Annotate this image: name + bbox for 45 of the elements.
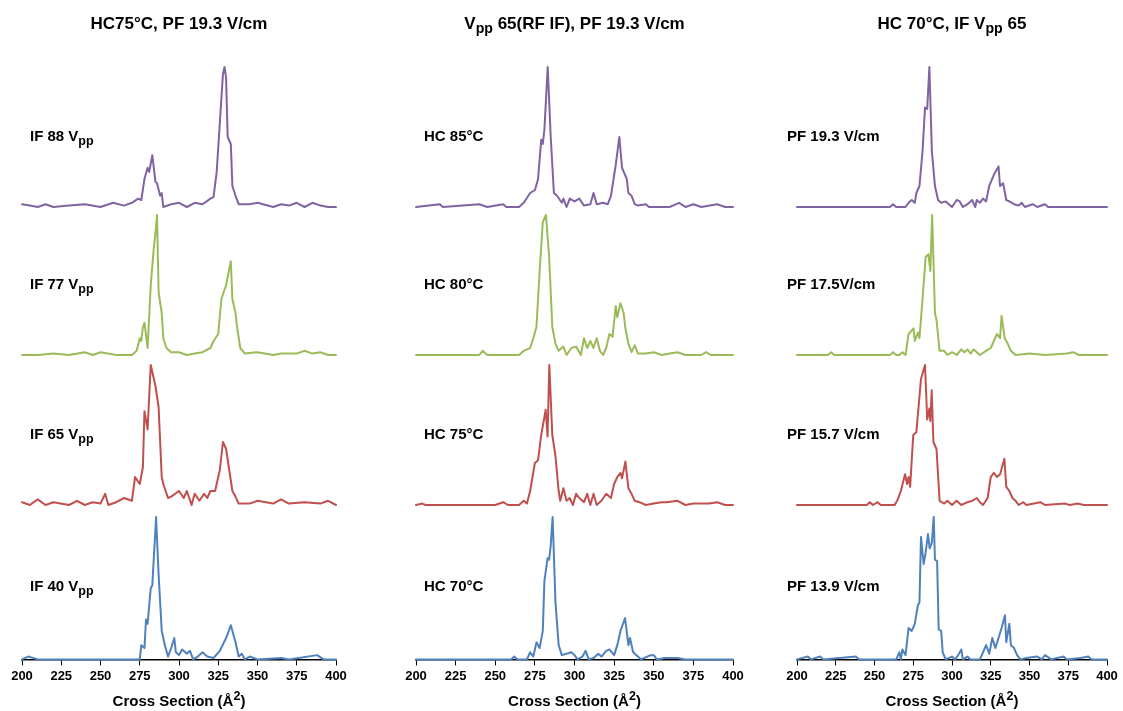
x-tick-label: 275 bbox=[128, 667, 151, 683]
text: HC 70°C bbox=[424, 577, 484, 594]
x-tick-label: 275 bbox=[902, 667, 925, 683]
x-tick-label: 325 bbox=[207, 667, 230, 683]
text: PF 13.9 V/cm bbox=[787, 577, 880, 594]
text: HC 80°C bbox=[424, 275, 484, 292]
x-tick-label: 400 bbox=[325, 667, 347, 683]
text: IF 77 V$_{pp}$ bbox=[30, 275, 94, 296]
x-tick-label: 300 bbox=[941, 667, 963, 683]
x-tick-label: 350 bbox=[246, 667, 269, 683]
x-tick-label: 225 bbox=[444, 667, 467, 683]
x-tick-label: 350 bbox=[1018, 667, 1041, 683]
text: PF 19.3 V/cm bbox=[787, 127, 880, 144]
x-axis-title: Cross Section (Å$^{2}$) bbox=[111, 689, 247, 709]
x-tick-label: 375 bbox=[285, 667, 308, 683]
text: PF 15.7 V/cm bbox=[787, 425, 880, 442]
text: IF 88 V$_{pp}$ bbox=[30, 127, 94, 148]
chart-title: V$_{pp}$ 65(RF IF), PF 19.3 V/cm bbox=[463, 14, 686, 37]
x-tick-label: 375 bbox=[682, 667, 705, 683]
x-tick-label: 250 bbox=[484, 667, 507, 683]
text: IF 40 V$_{pp}$ bbox=[30, 577, 94, 598]
x-tick-label: 350 bbox=[642, 667, 665, 683]
x-tick-label: 375 bbox=[1057, 667, 1080, 683]
x-tick-label: 200 bbox=[405, 667, 427, 683]
x-tick-label: 325 bbox=[979, 667, 1002, 683]
x-tick-label: 225 bbox=[50, 667, 73, 683]
text: PF 17.5V/cm bbox=[787, 275, 876, 292]
x-tick-label: 250 bbox=[89, 667, 112, 683]
x-tick-label: 200 bbox=[11, 667, 33, 683]
x-tick-label: 400 bbox=[722, 667, 744, 683]
x-axis-title: Cross Section (Å$^{2}$) bbox=[507, 689, 642, 709]
text: IF 65 V$_{pp}$ bbox=[30, 425, 94, 446]
chart-title: HC 70°C, IF V$_{pp}$ 65 bbox=[876, 14, 1028, 37]
x-tick-label: 275 bbox=[524, 667, 546, 683]
x-tick-label: 325 bbox=[603, 667, 625, 683]
chart-title: HC75°C, PF 19.3 V/cm bbox=[89, 14, 269, 34]
x-tick-label: 250 bbox=[863, 667, 886, 683]
text: HC 75°C bbox=[424, 425, 484, 442]
x-axis-title: Cross Section (Å$^{2}$) bbox=[884, 689, 1020, 709]
text: HC 85°C bbox=[424, 127, 484, 144]
x-tick-label: 400 bbox=[1096, 667, 1118, 683]
x-tick-label: 200 bbox=[786, 667, 808, 683]
x-tick-label: 225 bbox=[824, 667, 847, 683]
x-tick-label: 300 bbox=[168, 667, 190, 683]
x-tick-label: 300 bbox=[563, 667, 586, 683]
